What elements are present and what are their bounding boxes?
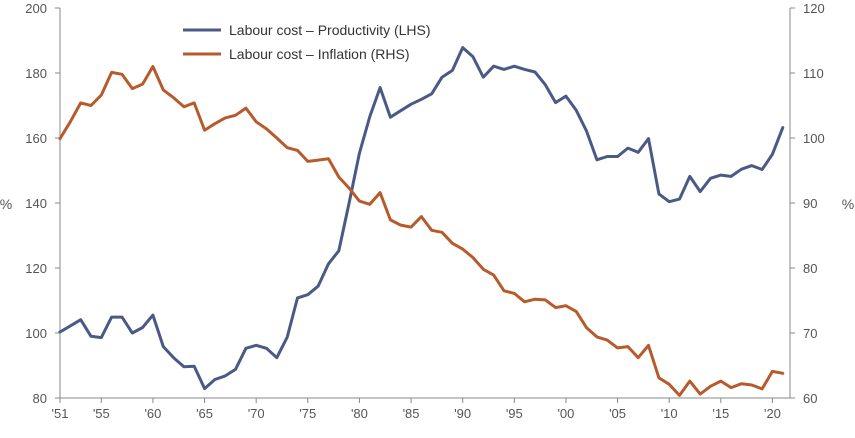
y-right-tick-label: 100 xyxy=(803,131,825,146)
y-axis-right-label: % xyxy=(842,196,854,212)
x-tick-label: '70 xyxy=(248,406,265,421)
y-left-tick-label: 100 xyxy=(25,326,47,341)
y-right-tick-label: 70 xyxy=(803,326,817,341)
y-right-tick-label: 80 xyxy=(803,261,817,276)
y-left-tick-label: 140 xyxy=(25,196,47,211)
y-left-tick-label: 180 xyxy=(25,66,47,81)
y-left-tick-label: 120 xyxy=(25,261,47,276)
x-tick-label: '85 xyxy=(403,406,420,421)
x-tick-label: '60 xyxy=(144,406,161,421)
x-tick-label: '80 xyxy=(351,406,368,421)
y-left-tick-label: 160 xyxy=(25,131,47,146)
y-right-tick-label: 110 xyxy=(803,66,824,81)
x-tick-label: '90 xyxy=(454,406,471,421)
x-tick-label: '05 xyxy=(609,406,626,421)
x-tick-label: '20 xyxy=(764,406,781,421)
y-left-tick-label: 200 xyxy=(25,1,47,16)
x-tick-label: '15 xyxy=(712,406,729,421)
y-right-tick-label: 120 xyxy=(803,1,825,16)
x-tick-label: '95 xyxy=(506,406,523,421)
y-axis-left-label: % xyxy=(0,196,12,212)
y-right-tick-label: 90 xyxy=(803,196,817,211)
x-tick-label: '51 xyxy=(52,406,69,421)
y-right-tick-label: 60 xyxy=(803,391,817,406)
series-line-productivity xyxy=(58,46,785,391)
legend-label: Labour cost – Productivity (LHS) xyxy=(229,22,431,38)
series-line-inflation xyxy=(58,65,785,397)
x-tick-label: '00 xyxy=(557,406,574,421)
x-tick-label: '10 xyxy=(661,406,678,421)
y-left-tick-label: 80 xyxy=(33,391,47,406)
x-tick-label: '65 xyxy=(196,406,213,421)
x-tick-label: '55 xyxy=(93,406,110,421)
legend-label: Labour cost – Inflation (RHS) xyxy=(229,46,410,62)
x-tick-label: '75 xyxy=(299,406,316,421)
